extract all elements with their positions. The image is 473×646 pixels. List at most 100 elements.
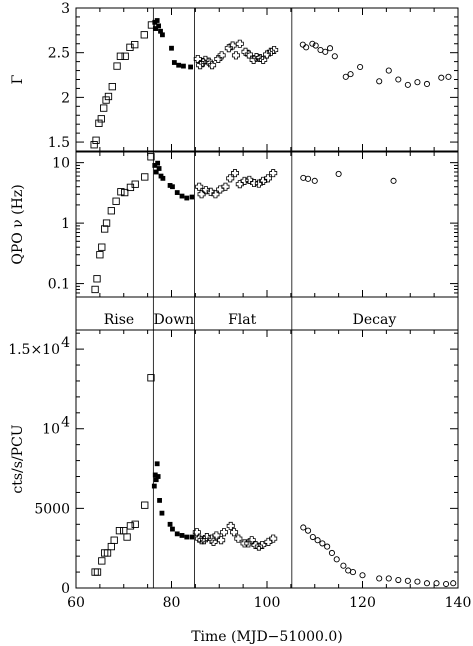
data-point [328,549,335,557]
data-point [152,163,158,168]
panel-gamma: 1.5 2 2.5 3 Γ [10,1,459,152]
data-point [155,474,161,479]
phase-label: Decay [353,312,397,328]
data-point [174,531,180,537]
data-point [184,195,190,201]
data-point [91,285,99,294]
y-tick-label: 1 [61,216,70,232]
phase-band [75,296,459,331]
data-point [217,51,226,60]
data-point [423,80,431,88]
data-point [156,23,162,29]
data-point [189,534,195,540]
data-point [201,186,210,195]
data-point [299,41,306,48]
data-point [170,526,175,532]
data-point [433,580,440,587]
data-point [254,542,263,551]
data-point [241,47,250,56]
data-point [152,472,158,478]
data-point [169,45,174,51]
data-point [263,50,271,59]
data-point [324,543,331,550]
x-axis-label: Time (MJD−51000.0) [191,629,343,645]
data-point [167,521,173,527]
data-point [404,577,411,584]
series-open-square [90,21,156,149]
data-point [147,21,156,29]
data-point [423,580,431,587]
data-point [335,170,342,178]
data-point [96,251,104,259]
data-point [247,536,256,545]
panel-frame [75,329,459,589]
y-tick-label: 10 [42,422,60,438]
data-point [216,185,225,194]
data-point [158,28,163,34]
data-point [159,510,165,516]
data-point [116,52,125,60]
data-point [141,501,149,509]
data-point [349,569,357,576]
data-point [305,175,312,182]
data-point [90,141,98,149]
data-point [314,537,321,544]
y-tick-label: 2.5 [48,46,70,62]
data-point [212,531,221,540]
data-point [303,44,310,51]
data-point [155,160,161,166]
panel-qpo: 0.1 1 10 QPO ν (Hz) [10,151,459,298]
data-point [131,520,139,528]
data-point [103,549,112,557]
data-point [179,193,185,199]
series-filled-square [152,18,193,70]
data-point [104,92,113,101]
data-point [107,542,115,551]
data-point [230,528,239,537]
y-tick-label: 0.1 [48,277,70,293]
data-point [131,40,139,49]
data-point [141,173,149,181]
data-point [220,528,229,537]
data-point [414,79,421,86]
data-point [340,562,347,569]
x-tick-label: 120 [349,595,376,611]
data-point [376,575,383,582]
data-point [174,190,180,195]
data-point [199,58,208,67]
y-tick-label: 1.5 [48,135,70,151]
data-point [209,537,218,546]
data-point [342,73,349,80]
data-point [224,44,233,53]
data-point [385,575,392,582]
data-point [305,527,312,534]
data-point [189,194,195,200]
phase-label: Down [154,312,195,328]
data-point [120,527,128,535]
data-point [160,32,165,38]
data-point [404,81,411,88]
data-point [153,26,159,31]
data-point [113,62,121,70]
x-tick-label: 100 [254,595,281,611]
data-point [126,43,134,51]
data-point [154,461,160,467]
data-point [259,176,268,185]
data-point [240,176,249,185]
data-point [181,63,186,69]
data-point [140,31,148,39]
data-point [195,182,204,191]
phase-label: Rise [104,312,135,328]
data-point [270,46,279,55]
data-point [170,184,175,190]
data-point [196,61,205,70]
data-point [156,166,162,171]
data-point [153,169,159,175]
data-point [179,533,185,538]
data-point [445,73,452,80]
data-point [438,74,445,81]
x-tick-label: 60 [67,595,85,611]
y-tick-label-exponent: 4 [61,415,70,431]
data-point [249,55,258,64]
data-point [115,527,124,535]
